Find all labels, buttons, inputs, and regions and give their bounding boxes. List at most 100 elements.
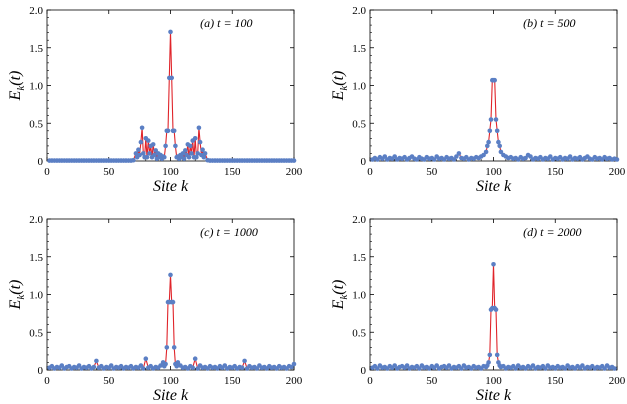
panel-d-annotation: (d) t = 2000 bbox=[523, 225, 581, 239]
panel-a-xtick-label: 100 bbox=[162, 166, 179, 178]
panel-c-ytick-label: 2.0 bbox=[29, 214, 43, 226]
panel-c-data-point bbox=[190, 365, 195, 371]
panel-c-data-point bbox=[141, 366, 146, 371]
panel-b-data-point bbox=[487, 128, 493, 134]
panel-c-data-point bbox=[163, 361, 168, 367]
panel-a-data-point bbox=[194, 154, 199, 160]
panel-b-ylabel: Ek(t) bbox=[330, 71, 350, 102]
panel-a-data-point bbox=[291, 158, 297, 163]
panel-a-data-point bbox=[186, 154, 192, 160]
panel-a-data-point bbox=[150, 142, 156, 147]
panel-c-data-point bbox=[242, 358, 247, 364]
panel-a-xtick-label: 50 bbox=[103, 166, 115, 178]
panel-b-data-point bbox=[481, 152, 486, 158]
panel-a-ytick-label: 0 bbox=[38, 156, 44, 168]
panel-c-data-point bbox=[170, 299, 176, 305]
panel-c-ylabel-sub: k bbox=[15, 294, 27, 300]
panel-b-data-point bbox=[493, 117, 499, 122]
panel-a-data-point bbox=[201, 154, 207, 160]
panel-c-data-point bbox=[168, 272, 173, 278]
panel-c-ylabel: Ek(t) bbox=[7, 280, 27, 311]
panel-a-xtick-label: 150 bbox=[224, 166, 241, 178]
panel-b-xtick-label: 200 bbox=[609, 166, 626, 178]
panel-b-data-point bbox=[485, 143, 490, 149]
panel-b-xlabel: Site k bbox=[476, 178, 512, 195]
panel-c-ytick-label: 1.5 bbox=[29, 252, 43, 264]
panel-a-xtick-label: 200 bbox=[286, 166, 303, 178]
panel-d-data-point bbox=[612, 366, 617, 371]
panel-c-data-point bbox=[143, 356, 149, 362]
panel-a-ytick-label: 1.5 bbox=[29, 43, 43, 55]
panel-d-xtick-label: 150 bbox=[547, 375, 564, 387]
panel-a-data-point bbox=[152, 152, 157, 158]
panel-a-data-point bbox=[171, 128, 177, 134]
panel-a-data-point bbox=[136, 147, 141, 152]
panel-b-data-point bbox=[494, 128, 500, 134]
panel-b-ytick-label: 2.0 bbox=[352, 5, 366, 17]
panel-c-data-point bbox=[174, 363, 179, 369]
panel-a-data-point bbox=[133, 151, 139, 156]
panel-a-series-line bbox=[49, 31, 294, 162]
panel-a-ylabel-tail: (t) bbox=[7, 71, 24, 86]
panel-c-xtick-label: 100 bbox=[162, 375, 179, 387]
panel-b-ytick-label: 1.0 bbox=[352, 81, 366, 93]
panel-b-data-point bbox=[456, 151, 462, 156]
panel-c-data-point bbox=[158, 363, 163, 368]
panel-c-xtick-label: 50 bbox=[103, 375, 115, 387]
panel-c-data-point bbox=[239, 365, 245, 371]
panel-a-data-point bbox=[200, 147, 205, 152]
panel-d-ylabel-main: E bbox=[330, 299, 347, 310]
panel-a-data-point bbox=[192, 136, 198, 141]
panel-a-data-point bbox=[183, 148, 188, 153]
panel-a-data-point bbox=[141, 151, 146, 156]
panel-a-xtick-label: 0 bbox=[44, 166, 50, 178]
panel-b-ylabel-main: E bbox=[330, 90, 347, 101]
panel-b-xtick-label: 150 bbox=[547, 166, 564, 178]
panel-b: 0 50 100 150 200 0 0.5 1.0 1.5 2.0 Site k Ek(t) (b) … bbox=[330, 5, 626, 195]
panel-d-ytick-label: 2.0 bbox=[352, 214, 366, 226]
panel-b-data-point bbox=[498, 149, 504, 155]
panel-b-ylabel-sub: k bbox=[338, 85, 350, 91]
panel-a-data-point bbox=[169, 75, 174, 81]
panel-b-ytick-label: 0 bbox=[361, 156, 367, 168]
panel-a: 0 50 100 150 200 0 0.5 1.0 1.5 2.0 Site k Ek(t) (a) … bbox=[7, 5, 303, 195]
panel-a-data-point bbox=[168, 29, 173, 35]
panel-d-xtick-label: 100 bbox=[485, 375, 502, 387]
panel-d-xtick-label: 50 bbox=[426, 375, 438, 387]
panel-a-xlabel: Site k bbox=[153, 178, 189, 195]
panel-c: 0 50 100 150 200 0 0.5 1.0 1.5 2.0 Site k Ek(t) (c) … bbox=[7, 214, 303, 404]
panel-d-ytick-label: 0.5 bbox=[352, 327, 366, 339]
panel-b-annotation: (b) t = 500 bbox=[523, 16, 575, 30]
panel-c-data-point bbox=[171, 345, 177, 350]
panel-a-data-point bbox=[162, 154, 167, 160]
panel-d-data-point bbox=[487, 352, 493, 358]
panel-c-ytick-label: 0 bbox=[38, 365, 44, 377]
panel-d-ytick-label: 1.0 bbox=[352, 290, 366, 302]
panel-c-data-point bbox=[164, 345, 170, 350]
panel-a-data-point bbox=[131, 157, 136, 163]
panel-b-xtick-label: 50 bbox=[426, 166, 438, 178]
panel-d-data-point bbox=[486, 360, 491, 365]
panel-c-data-point bbox=[91, 364, 97, 370]
panel-a-annotation: (a) t = 100 bbox=[200, 16, 252, 30]
panel-b-frame bbox=[369, 9, 618, 162]
panel-a-ylabel-sub: k bbox=[15, 85, 27, 91]
panel-d-xlabel: Site k bbox=[476, 387, 512, 404]
panel-c-xtick-label: 200 bbox=[286, 375, 303, 387]
panel-a-data-point bbox=[181, 156, 187, 161]
panel-a-data-point bbox=[139, 125, 145, 131]
panel-b-ytick-label: 1.5 bbox=[352, 43, 366, 55]
panel-d-ylabel-tail: (t) bbox=[330, 280, 347, 295]
panel-b-data-point bbox=[614, 157, 620, 162]
panel-a-ylabel-main: E bbox=[7, 90, 24, 101]
panel-a-data-point bbox=[173, 143, 178, 149]
panel-c-ytick-label: 1.0 bbox=[29, 290, 43, 302]
panel-a-data-point bbox=[137, 152, 142, 158]
panel-c-xlabel: Site k bbox=[153, 387, 189, 404]
panel-c-frame bbox=[46, 218, 295, 371]
panel-a-data-point bbox=[197, 139, 203, 145]
panel-a-data-point bbox=[147, 151, 152, 156]
panel-b-data-point bbox=[492, 77, 498, 83]
panel-b-data-point bbox=[486, 139, 491, 145]
